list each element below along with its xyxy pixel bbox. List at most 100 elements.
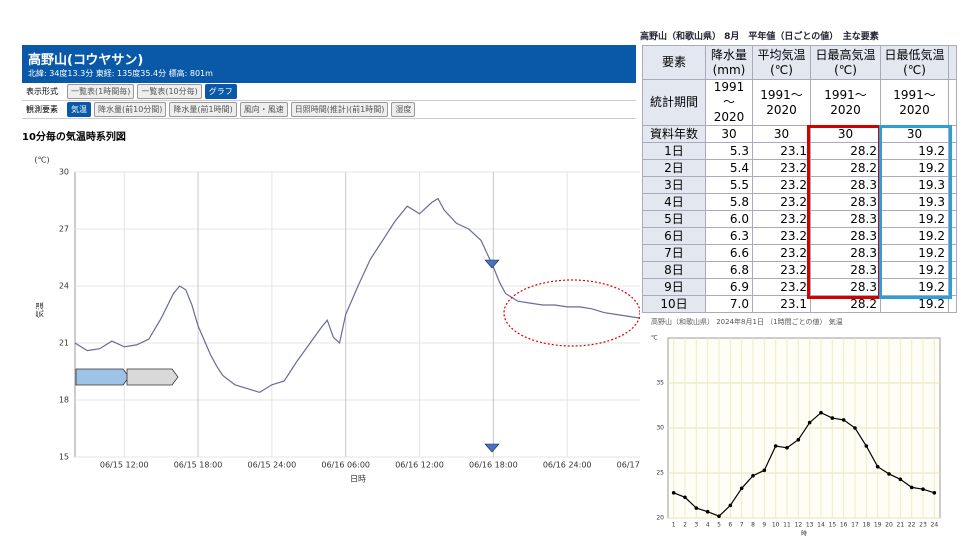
data-point: [796, 437, 801, 442]
x-tick-label: 12: [795, 522, 803, 529]
data-point: [819, 410, 823, 415]
table-cell: 23.2: [752, 261, 811, 279]
chart: 15 18 21 24 27 30 06/15 12:00 06/15 18:00 06/15 …: [34, 156, 640, 484]
table-cell: 6.0: [705, 210, 753, 228]
data-point: [717, 514, 721, 518]
data-point: [773, 444, 778, 448]
element-button[interactable]: 湿度: [391, 102, 416, 117]
data-line: [74, 197, 640, 394]
x-tick-label: 06/16 24:00: [543, 461, 592, 470]
table-cell: 6.8: [705, 261, 753, 279]
table-row: 6日 6.3 23.2 28.3 19.2: [642, 227, 957, 245]
element-button[interactable]: 日照時間(推計)(前1時間): [290, 102, 389, 117]
table-cell: [948, 79, 957, 126]
table-cell: 5.4: [705, 159, 753, 177]
format-row: 表示形式 一覧表(1時間毎) 一覧表(10分毎) グラフ: [22, 83, 636, 101]
element-button[interactable]: 降水量(前10分間): [94, 102, 167, 117]
x-tick-label: 06/16 18:00: [469, 461, 518, 470]
x-tick-label: 17: [851, 522, 859, 529]
table-cell: 19.2: [880, 210, 949, 228]
table-row: 要素 降水量 (mm) 平均気温 (℃) 日最高気温 (℃) 日最低気温 (℃): [642, 45, 957, 80]
table-cell: 23.2: [752, 278, 811, 296]
data-point: [807, 420, 812, 425]
table-cell: 23.2: [752, 176, 811, 194]
y-tick-label: 20: [656, 515, 664, 522]
table-cell: 28.3: [810, 227, 881, 245]
station-location: 北緯: 34度13.3分 東経: 135度35.4分 標高: 801m: [28, 69, 213, 78]
table-cell: 5.8: [705, 193, 753, 211]
table-row: 統計期間 1991～ 2020 1991～ 2020 1991～ 2020 1991～ …: [642, 79, 957, 126]
data-point: [898, 477, 903, 482]
table-cell: 8日: [642, 261, 706, 279]
table-cell: 1991～ 2020: [752, 79, 811, 126]
table-cell: 6.6: [705, 244, 753, 262]
y-tick-label: 24: [59, 282, 69, 291]
y-tick-label: 30: [656, 425, 664, 432]
x-tick-label: 11: [783, 522, 791, 529]
table-cell: 5日: [642, 210, 706, 228]
table-cell: 6.9: [705, 278, 753, 296]
table-title: 高野山（和歌山県） 8月 平年値（日ごとの値） 主な要素: [640, 32, 879, 42]
arrow-shape: [126, 368, 179, 386]
table-cell: 1991～ 2020: [880, 79, 949, 126]
data-point: [830, 416, 835, 420]
table-cell: 1日: [642, 142, 706, 160]
marker-triangle: [484, 259, 500, 269]
y-tick-label: 30: [59, 168, 69, 177]
data-point: [705, 509, 710, 514]
data-point: [909, 485, 914, 490]
y-unit: (℃): [34, 156, 49, 165]
format-label: 表示形式: [26, 87, 58, 96]
table-cell: 6日: [642, 227, 706, 245]
x-tick-label: 15: [829, 522, 837, 529]
table-cell: 30: [705, 125, 753, 143]
table-row: 4日 5.8 23.2 28.3 19.3: [642, 193, 957, 211]
table-cell: 23.2: [752, 159, 811, 177]
chart: 高野山（和歌山県） 2024年8月1日 （1時間ごとの値） 気温20253035…: [651, 317, 941, 538]
x-tick-label: 6: [728, 522, 732, 529]
data-point: [785, 446, 789, 450]
format-button[interactable]: 一覧表(1時間毎): [67, 84, 135, 99]
data-line: [673, 411, 935, 517]
x-tick-label: 06/15 12:00: [100, 461, 149, 470]
data-point: [864, 444, 869, 448]
data-point: [751, 473, 755, 478]
table-cell: 1991～ 2020: [810, 79, 881, 126]
table-cell: 19.2: [880, 278, 949, 296]
element-button[interactable]: 気温: [67, 102, 91, 117]
table-cell: 30: [752, 125, 811, 143]
table-cell: 19.2: [880, 261, 949, 279]
data-point: [875, 464, 880, 469]
x-tick-label: 1: [672, 522, 676, 529]
x-tick-label: 06/16 06:00: [321, 461, 370, 470]
x-tick-label: 24: [931, 522, 939, 529]
highlight-ellipse: [503, 279, 640, 347]
data-point: [841, 418, 846, 422]
x-tick-label: 10: [772, 522, 780, 529]
table-cell: 19.2: [880, 244, 949, 262]
y-unit: ℃: [651, 335, 658, 342]
annotations: [75, 259, 640, 453]
table-cell: 3日: [642, 176, 706, 194]
table-cell: 降水量 (mm): [705, 45, 753, 80]
table-row: 5日 6.0 23.2 28.3 19.2: [642, 210, 957, 228]
x-tick-label: 13: [806, 522, 814, 529]
y-tick-label: 15: [59, 453, 69, 462]
table-cell: 6.3: [705, 227, 753, 245]
table-cell: 23.2: [752, 244, 811, 262]
table-cell: 28.3: [810, 193, 881, 211]
y-tick-label: 21: [59, 339, 69, 348]
table-cell: 28.3: [810, 210, 881, 228]
table-cell: 資料年数: [642, 125, 706, 143]
data-point: [853, 426, 857, 430]
table-cell: 7.0: [705, 295, 753, 313]
x-axis-title: 時: [801, 530, 807, 538]
element-button[interactable]: 風向・風速: [239, 102, 288, 117]
format-button[interactable]: 一覧表(10分毎): [137, 84, 202, 99]
element-button[interactable]: 降水量(前1時間): [169, 102, 237, 117]
format-button[interactable]: グラフ: [204, 84, 237, 99]
data-point: [932, 491, 937, 495]
x-tick-label: 7: [740, 522, 744, 529]
element-row: 観測要素 気温 降水量(前10分間) 降水量(前1時間) 風向・風速 日照時間(…: [22, 101, 636, 119]
marker-triangle: [484, 443, 500, 453]
